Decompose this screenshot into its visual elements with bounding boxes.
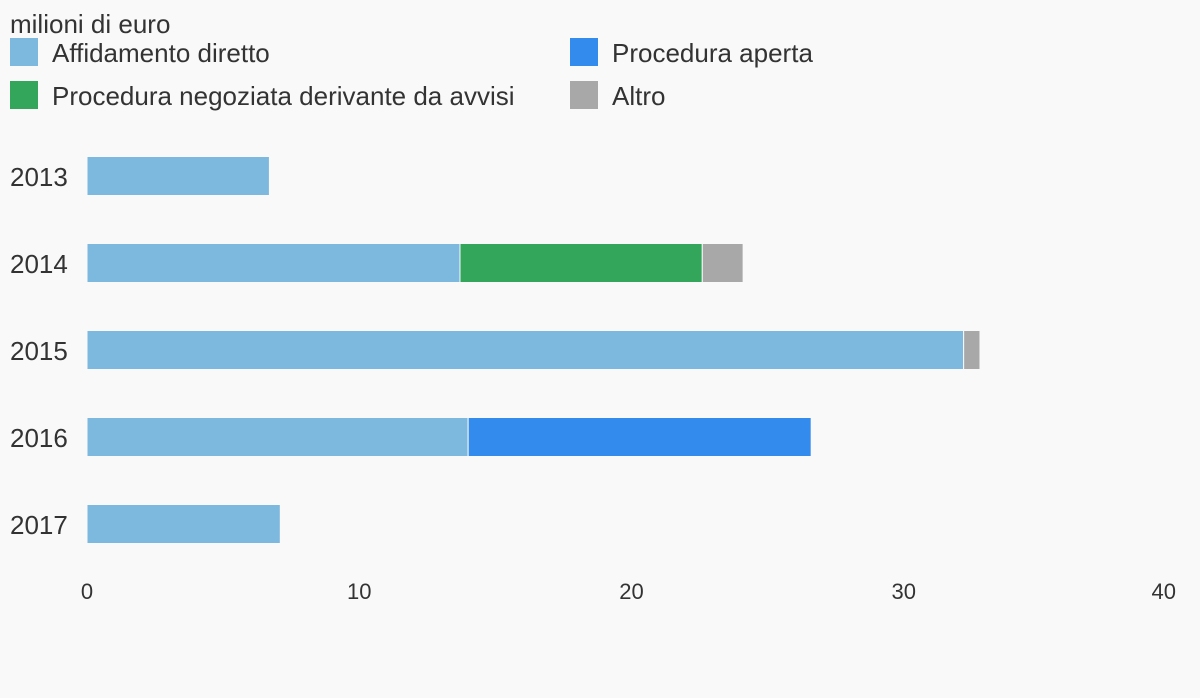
bar-2014-affidamento-diretto [86, 243, 461, 283]
bar-2014-altro [701, 243, 744, 283]
legend-swatch [10, 38, 38, 66]
bar-2017-affidamento-diretto [86, 504, 281, 544]
legend-swatch [10, 81, 38, 109]
unit-label: milioni di euro [10, 9, 171, 39]
bar-2015-affidamento-diretto [86, 330, 965, 370]
category-label-2015: 2015 [10, 336, 68, 366]
bar-2014-procedura-negoziata-derivante-da-avvisi [459, 243, 703, 283]
legend-item-affidamento-diretto: Affidamento diretto [10, 38, 270, 74]
legend-label: Procedura aperta [612, 38, 813, 68]
legend-label: Affidamento diretto [52, 38, 270, 68]
legend-item-procedura-aperta: Procedura aperta [570, 38, 813, 74]
x-tick-label-0: 0 [81, 579, 93, 604]
legend-item-procedura-negoziata: Procedura negoziata derivante da avvisi [10, 81, 515, 117]
x-tick-label-30: 30 [892, 579, 916, 604]
legend-item-altro: Altro [570, 81, 665, 117]
x-tick-label-10: 10 [347, 579, 371, 604]
legend: Affidamento diretto Procedura aperta Pro… [10, 38, 1110, 128]
bars-group [86, 156, 981, 544]
legend-swatch [570, 38, 598, 66]
x-tick-label-40: 40 [1152, 579, 1176, 604]
legend-swatch [570, 81, 598, 109]
bar-2013-affidamento-diretto [86, 156, 270, 196]
bar-2016-affidamento-diretto [86, 417, 469, 457]
bar-2016-procedura-aperta [467, 417, 812, 457]
x-tick-label-20: 20 [619, 579, 643, 604]
legend-label: Altro [612, 81, 666, 111]
category-label-2017: 2017 [10, 510, 68, 540]
category-label-2014: 2014 [10, 249, 68, 279]
legend-label: Procedura negoziata derivante da avvisi [52, 81, 515, 111]
category-labels: 2013 2014 2015 2016 2017 [10, 162, 68, 540]
x-axis-ticks: 0 10 20 30 40 [81, 579, 1176, 604]
category-label-2013: 2013 [10, 162, 68, 192]
bar-2015-altro [963, 330, 981, 370]
category-label-2016: 2016 [10, 423, 68, 453]
